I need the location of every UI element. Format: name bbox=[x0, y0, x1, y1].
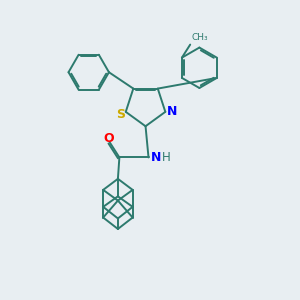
Text: N: N bbox=[151, 151, 161, 164]
Text: H: H bbox=[162, 151, 171, 164]
Text: S: S bbox=[116, 108, 125, 121]
Text: O: O bbox=[103, 132, 114, 145]
Text: CH₃: CH₃ bbox=[192, 33, 208, 42]
Text: N: N bbox=[167, 105, 177, 118]
